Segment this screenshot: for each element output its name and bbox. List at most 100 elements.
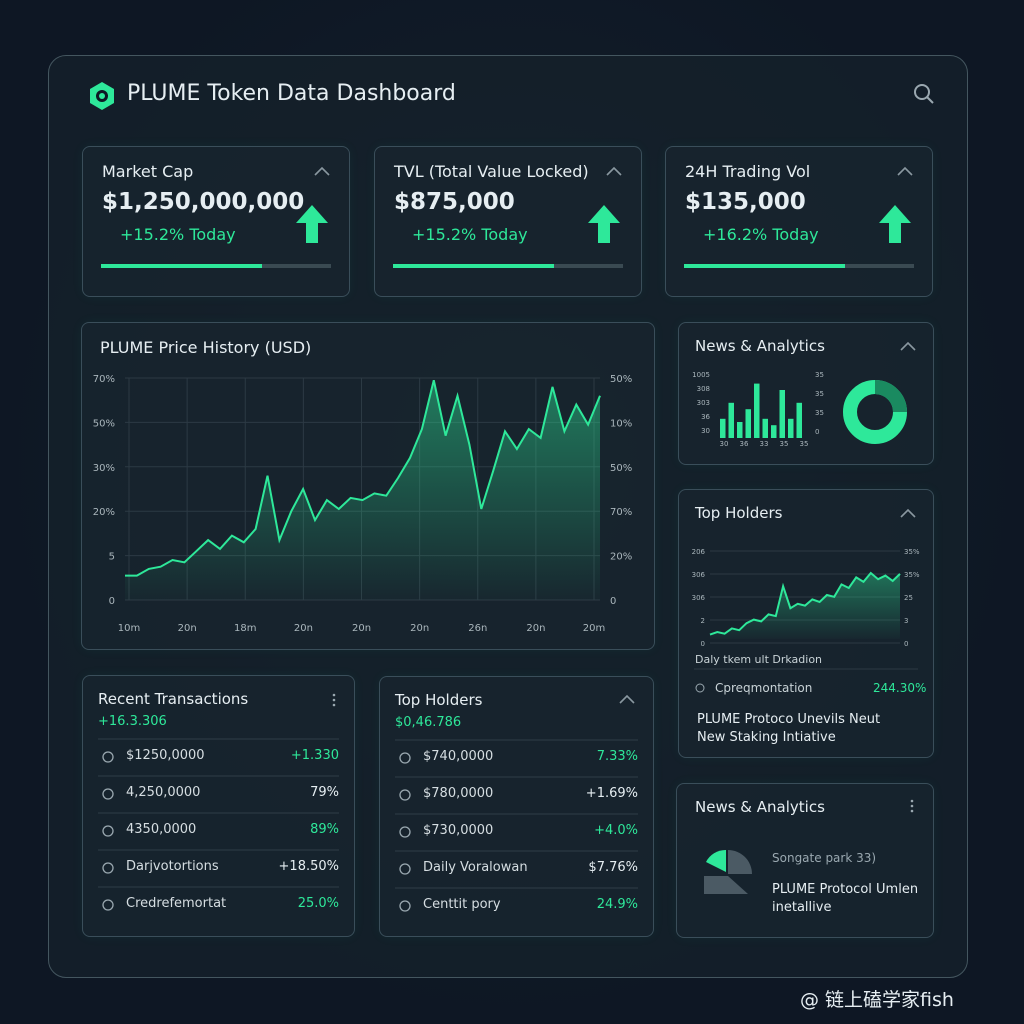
row-value: 89% bbox=[310, 822, 339, 837]
row-label: Centtit pory bbox=[423, 897, 501, 912]
row-icon bbox=[399, 863, 411, 875]
y-tick-label: 1005 bbox=[692, 371, 710, 379]
holders-chart: 206 306 306 2 0 35% 35% 25 3 0 bbox=[692, 548, 920, 693]
menu-icon[interactable] bbox=[906, 798, 918, 814]
collapse-icon[interactable] bbox=[899, 507, 917, 519]
table-lines bbox=[395, 739, 638, 912]
row-value: 79% bbox=[310, 785, 339, 800]
chevron bbox=[619, 694, 635, 704]
chart-caption: Daly tkem ult Drkadion bbox=[695, 653, 823, 666]
row-value: +1.330 bbox=[290, 748, 339, 763]
menu-icon[interactable] bbox=[328, 692, 340, 708]
collapse-icon[interactable] bbox=[618, 693, 636, 705]
card-change: +15.2% Today bbox=[412, 225, 528, 244]
dot bbox=[910, 799, 914, 803]
table-title: Top Holders bbox=[395, 691, 483, 709]
row-icon bbox=[102, 825, 114, 837]
row-icon bbox=[102, 899, 114, 911]
collapse-icon[interactable] bbox=[313, 165, 331, 177]
bar bbox=[796, 402, 802, 438]
chart-title: Top Holders bbox=[695, 504, 783, 522]
y2-tick-label: 3 bbox=[904, 617, 908, 625]
table-subtitle: +16.3.306 bbox=[98, 714, 167, 729]
x-tick-label: 36 bbox=[740, 440, 749, 448]
price-chart: 70% 50% 30% 20% 5 0 50% 10% 50% 70% 20% 0 10m 20n 18m 2… bbox=[93, 374, 632, 634]
row-icon bbox=[102, 788, 114, 800]
y2-tick-label: 35% bbox=[904, 548, 920, 556]
card-change: +16.2% Today bbox=[703, 225, 819, 244]
panel-title: News & Analytics bbox=[695, 798, 825, 816]
row-icon bbox=[695, 683, 705, 693]
news-text: PLUME Protoco Unevils Neut New Staking I… bbox=[697, 712, 881, 745]
collapse-icon[interactable] bbox=[896, 165, 914, 177]
y-tick-label: 306 bbox=[692, 571, 706, 579]
pie-slice bbox=[706, 849, 726, 872]
chevron bbox=[314, 166, 330, 176]
page-title: PLUME Token Data Dashboard bbox=[127, 81, 456, 106]
row-label: Daily Voralowan bbox=[423, 860, 528, 875]
table-lines bbox=[98, 738, 339, 911]
row-value: $7.76% bbox=[588, 860, 638, 875]
x-tick-label: 35 bbox=[800, 440, 809, 448]
chevron bbox=[897, 166, 913, 176]
x-tick-label: 20n bbox=[410, 623, 429, 634]
collapse-icon[interactable] bbox=[899, 340, 917, 352]
up-arrow bbox=[296, 205, 328, 243]
y-tick-label: 30 bbox=[701, 427, 710, 435]
chart-title: News & Analytics bbox=[695, 337, 825, 355]
row-icon bbox=[399, 752, 411, 764]
area bbox=[125, 380, 600, 600]
card-value: $875,000 bbox=[394, 189, 515, 215]
bar bbox=[737, 422, 743, 438]
y2-tick-label: 0 bbox=[904, 640, 908, 648]
y-tick-label: 30% bbox=[93, 463, 115, 474]
search-icon[interactable] bbox=[912, 82, 936, 106]
row-label: Credrefemortat bbox=[126, 896, 227, 911]
arrow bbox=[588, 205, 620, 243]
arrow bbox=[296, 205, 328, 243]
row-label: $780,0000 bbox=[423, 786, 494, 801]
y-tick-label: 50% bbox=[93, 418, 115, 429]
y2-tick-label: 0 bbox=[610, 596, 616, 607]
y2-tick-label: 35 bbox=[815, 409, 824, 417]
row-label: $730,0000 bbox=[423, 823, 494, 838]
row-value: 24.9% bbox=[596, 897, 638, 912]
y2-tick-label: 50% bbox=[610, 463, 632, 474]
progress-fill bbox=[393, 264, 554, 268]
row-value: 244.30% bbox=[873, 681, 927, 695]
row-icon bbox=[399, 900, 411, 912]
y-tick-label: 206 bbox=[692, 548, 706, 556]
progress-fill bbox=[684, 264, 845, 268]
x-tick-label: 10m bbox=[118, 623, 140, 634]
row-label: $740,0000 bbox=[423, 749, 494, 764]
x-tick-label: 20n bbox=[526, 623, 545, 634]
y2-tick-label: 20% bbox=[610, 552, 632, 563]
y-tick-label: 308 bbox=[697, 385, 710, 393]
row-label: $1250,0000 bbox=[126, 748, 205, 763]
y-tick-label: 36 bbox=[701, 413, 710, 421]
row-label: Cpreqmontation bbox=[715, 681, 813, 695]
x-tick-label: 30 bbox=[720, 440, 729, 448]
y-tick-label: 0 bbox=[701, 640, 705, 648]
news-chart: 1005 308 303 36 30 35 35 35 0 30 36 33 35 35 bbox=[692, 371, 907, 448]
x-tick-label: 20n bbox=[294, 623, 313, 634]
row-value: 7.33% bbox=[596, 749, 638, 764]
x-tick-label: 20m bbox=[583, 623, 605, 634]
bar bbox=[771, 425, 777, 438]
x-tick-label: 35 bbox=[780, 440, 789, 448]
y-tick-label: 20% bbox=[93, 507, 115, 518]
x-tick-label: 20n bbox=[178, 623, 197, 634]
collapse-icon[interactable] bbox=[605, 165, 623, 177]
bar bbox=[779, 390, 785, 438]
row-icon bbox=[399, 826, 411, 838]
row-value: +18.50% bbox=[278, 859, 339, 874]
table-title: Recent Transactions bbox=[98, 690, 249, 708]
row-icon bbox=[102, 862, 114, 874]
line bbox=[125, 379, 601, 577]
pie-icon bbox=[704, 849, 752, 894]
y-tick-label: 303 bbox=[697, 399, 710, 407]
bar bbox=[788, 418, 794, 438]
progress-fill bbox=[101, 264, 262, 268]
x-tick-label: 33 bbox=[760, 440, 769, 448]
